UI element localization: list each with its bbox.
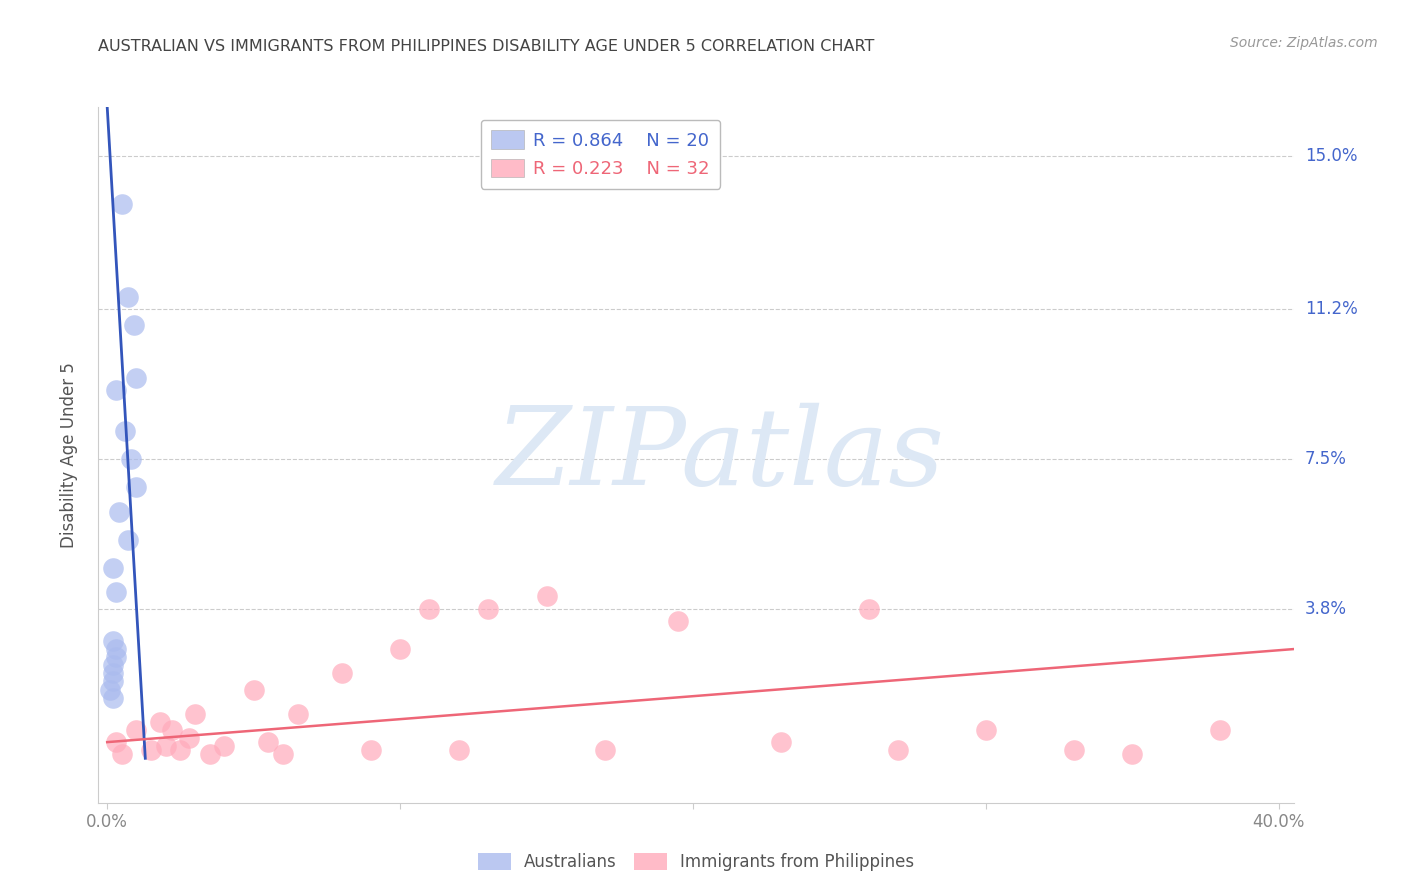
Point xyxy=(117,533,139,547)
Point xyxy=(101,658,124,673)
Point xyxy=(120,452,142,467)
Text: 3.8%: 3.8% xyxy=(1305,599,1347,617)
Point xyxy=(1063,743,1085,757)
Point xyxy=(101,666,124,681)
Point xyxy=(287,706,309,721)
Point xyxy=(887,743,910,757)
Point xyxy=(1121,747,1143,762)
Text: ZIPatlas: ZIPatlas xyxy=(495,402,945,508)
Point xyxy=(114,424,136,438)
Point xyxy=(98,682,121,697)
Point xyxy=(477,601,499,615)
Point xyxy=(593,743,616,757)
Point xyxy=(117,290,139,304)
Text: AUSTRALIAN VS IMMIGRANTS FROM PHILIPPINES DISABILITY AGE UNDER 5 CORRELATION CHA: AUSTRALIAN VS IMMIGRANTS FROM PHILIPPINE… xyxy=(98,38,875,54)
Point xyxy=(179,731,201,745)
Text: 11.2%: 11.2% xyxy=(1305,301,1357,318)
Point xyxy=(101,561,124,575)
Point xyxy=(125,371,148,385)
Point xyxy=(271,747,294,762)
Point xyxy=(155,739,177,754)
Point xyxy=(101,690,124,705)
Text: 15.0%: 15.0% xyxy=(1305,146,1357,165)
Point xyxy=(974,723,997,737)
Point xyxy=(125,480,148,494)
Point xyxy=(257,735,280,749)
Point xyxy=(214,739,236,754)
Point xyxy=(360,743,382,757)
Text: 7.5%: 7.5% xyxy=(1305,450,1347,468)
Point xyxy=(169,743,191,757)
Point xyxy=(105,650,127,665)
Point xyxy=(330,666,353,681)
Point xyxy=(122,318,145,333)
Point xyxy=(198,747,221,762)
Point xyxy=(111,747,134,762)
Point xyxy=(389,642,412,657)
Point xyxy=(101,674,124,689)
Point xyxy=(105,585,127,599)
Point xyxy=(536,590,558,604)
Point xyxy=(666,614,689,628)
Point xyxy=(149,714,172,729)
Point xyxy=(769,735,792,749)
Point xyxy=(242,682,264,697)
Point xyxy=(101,634,124,648)
Point xyxy=(141,743,162,757)
Text: Source: ZipAtlas.com: Source: ZipAtlas.com xyxy=(1230,36,1378,50)
Point xyxy=(160,723,183,737)
Point xyxy=(105,383,127,397)
Point xyxy=(447,743,470,757)
Point xyxy=(111,197,134,211)
Point xyxy=(105,735,127,749)
Legend: Australians, Immigrants from Philippines: Australians, Immigrants from Philippines xyxy=(471,847,921,878)
Point xyxy=(108,504,131,518)
Point xyxy=(125,723,148,737)
Point xyxy=(105,642,127,657)
Point xyxy=(1209,723,1232,737)
Y-axis label: Disability Age Under 5: Disability Age Under 5 xyxy=(59,362,77,548)
Point xyxy=(858,601,880,615)
Point xyxy=(184,706,207,721)
Point xyxy=(418,601,440,615)
